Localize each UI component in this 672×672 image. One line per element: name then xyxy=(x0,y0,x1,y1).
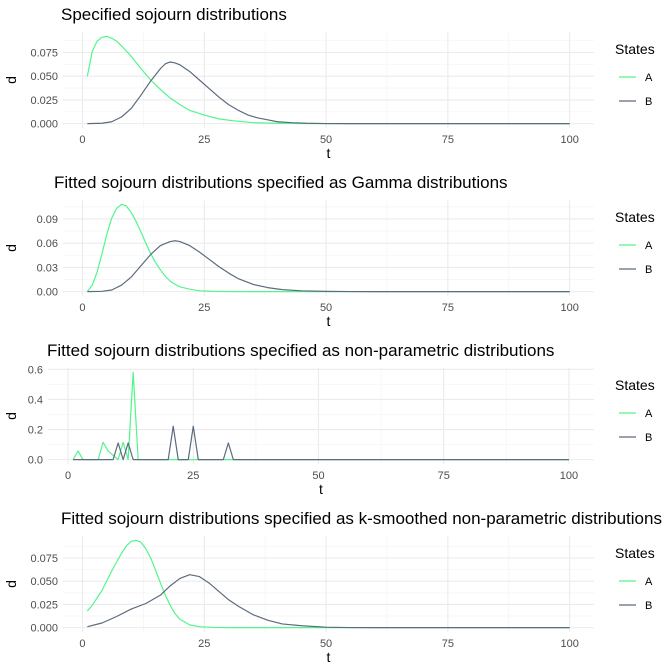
x-tick-label: 50 xyxy=(312,470,324,482)
x-axis-label: t xyxy=(319,481,323,497)
chart-panel-4: 0 25 50 75 100 0.000 0.025 0.050 0.075 t d Fitted s… xyxy=(3,509,662,665)
x-tick-label: 25 xyxy=(198,638,210,650)
y-tick-label: 0.00 xyxy=(37,287,58,299)
y-tick-label: 0.000 xyxy=(30,119,58,131)
legend: States AB xyxy=(615,545,655,612)
x-tick-label: 0 xyxy=(79,302,85,314)
chart-panel-3: 0 25 50 75 100 0.0 0.2 0.4 0.6 t d Fitted sojourn d… xyxy=(3,341,655,497)
legend-title: States xyxy=(615,41,655,57)
series-line-A xyxy=(86,35,570,125)
chart-title: Fitted sojourn distributions specified a… xyxy=(61,509,662,528)
y-tick-label: 0.09 xyxy=(37,214,58,226)
y-tick-label: 0.03 xyxy=(37,262,58,274)
x-tick-label: 25 xyxy=(198,134,210,146)
y-tick-label: 0.06 xyxy=(37,238,58,250)
legend-title: States xyxy=(615,545,655,561)
y-axis-label: d xyxy=(3,412,19,420)
y-tick-label: 0.075 xyxy=(30,553,58,565)
x-tick-label: 75 xyxy=(438,470,450,482)
series-line-B xyxy=(87,240,570,293)
legend-title: States xyxy=(615,377,655,393)
legend-label-A: A xyxy=(645,240,653,252)
legend-label-A: A xyxy=(645,408,653,420)
x-axis-label: t xyxy=(327,649,331,665)
legend-label-A: A xyxy=(645,576,653,588)
legend-label-B: B xyxy=(645,96,652,108)
y-axis-label: d xyxy=(3,580,19,588)
y-axis-label: d xyxy=(3,76,19,84)
x-tick-label: 25 xyxy=(187,470,199,482)
y-tick-label: 0.025 xyxy=(30,599,58,611)
series-line-A xyxy=(72,371,569,461)
y-tick-label: 0.2 xyxy=(28,425,43,437)
chart-panel-2: 0 25 50 75 100 0.00 0.03 0.06 0.09 t d Fitted sojou… xyxy=(3,173,655,329)
y-tick-label: 0.6 xyxy=(28,364,43,376)
x-tick-label: 0 xyxy=(79,638,85,650)
series-line-B xyxy=(87,61,570,125)
x-tick-label: 50 xyxy=(320,134,332,146)
x-axis-label: t xyxy=(327,145,331,161)
y-tick-label: 0.0 xyxy=(28,455,43,467)
legend: States AB xyxy=(615,377,655,444)
series-line-B xyxy=(87,574,570,629)
x-tick-label: 50 xyxy=(320,302,332,314)
series-line-A xyxy=(86,203,570,293)
y-tick-label: 0.050 xyxy=(30,71,58,83)
legend-label-A: A xyxy=(645,72,653,84)
x-tick-label: 75 xyxy=(442,638,454,650)
y-tick-label: 0.050 xyxy=(30,576,58,588)
series-line-B xyxy=(73,425,569,461)
y-axis-label: d xyxy=(3,244,19,252)
legend-label-B: B xyxy=(645,432,652,444)
y-tick-label: 0.025 xyxy=(30,95,58,107)
x-tick-label: 100 xyxy=(560,470,578,482)
y-tick-label: 0.075 xyxy=(30,47,58,59)
x-axis-label: t xyxy=(327,313,331,329)
chart-panel-1: 0 25 50 75 100 0.000 0.025 0.050 0.075 t d Specifie… xyxy=(3,5,655,161)
legend-label-B: B xyxy=(645,600,652,612)
x-tick-label: 100 xyxy=(560,638,578,650)
legend-label-B: B xyxy=(645,264,652,276)
x-tick-label: 50 xyxy=(320,638,332,650)
chart-title: Fitted sojourn distributions specified a… xyxy=(47,341,554,360)
x-tick-label: 75 xyxy=(442,302,454,314)
x-tick-label: 0 xyxy=(65,470,71,482)
legend: States AB xyxy=(615,209,655,276)
legend: States AB xyxy=(615,41,655,108)
series-line-A xyxy=(86,539,570,629)
x-tick-label: 0 xyxy=(79,134,85,146)
x-tick-label: 25 xyxy=(198,302,210,314)
legend-title: States xyxy=(615,209,655,225)
x-tick-label: 100 xyxy=(560,134,578,146)
x-tick-label: 100 xyxy=(560,302,578,314)
chart-title: Fitted sojourn distributions specified a… xyxy=(54,173,508,192)
y-tick-label: 0.000 xyxy=(30,623,58,635)
y-tick-label: 0.4 xyxy=(28,394,43,406)
x-tick-label: 75 xyxy=(442,134,454,146)
chart-title: Specified sojourn distributions xyxy=(61,5,287,24)
